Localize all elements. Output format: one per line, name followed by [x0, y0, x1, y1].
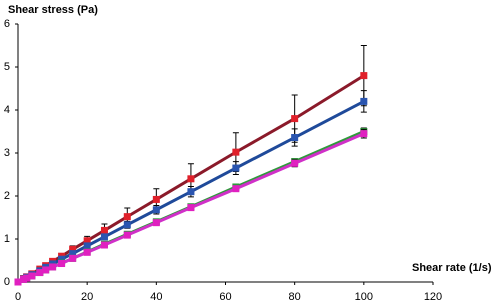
data-point — [28, 272, 36, 280]
y-tick-label: 0 — [4, 276, 10, 288]
data-point — [100, 226, 108, 234]
x-tick-label: 40 — [150, 291, 162, 303]
data-point — [69, 245, 77, 253]
data-point — [291, 115, 299, 123]
data-point — [187, 188, 195, 196]
data-point — [69, 250, 77, 258]
x-tick-label: 0 — [15, 291, 21, 303]
data-point — [152, 206, 160, 214]
data-point — [232, 148, 240, 156]
x-axis-label: Shear rate (1/s) — [412, 262, 492, 274]
data-point — [187, 175, 195, 183]
x-tick-label: 20 — [81, 291, 93, 303]
y-axis-label: Shear stress (Pa) — [8, 4, 98, 16]
y-tick-label: 5 — [4, 61, 10, 73]
data-point — [100, 233, 108, 241]
data-point — [58, 260, 66, 268]
data-point — [36, 269, 44, 277]
data-point — [360, 130, 368, 138]
data-point — [83, 242, 91, 250]
y-tick-label: 6 — [4, 18, 10, 30]
data-point — [83, 248, 91, 256]
data-point — [42, 266, 50, 274]
data-point — [291, 159, 299, 167]
x-tick-label: 80 — [289, 291, 301, 303]
data-point — [49, 263, 57, 271]
data-point — [100, 241, 108, 249]
data-point — [123, 231, 131, 239]
data-point — [14, 278, 22, 286]
y-tick-label: 4 — [4, 104, 10, 116]
data-point — [291, 134, 299, 142]
data-point — [152, 219, 160, 227]
data-point — [187, 204, 195, 212]
data-point — [69, 254, 77, 262]
data-point — [83, 237, 91, 245]
data-point — [58, 255, 66, 263]
data-point — [232, 185, 240, 193]
data-point — [23, 274, 31, 282]
data-point — [152, 195, 160, 203]
y-tick-label: 2 — [4, 190, 10, 202]
y-tick-label: 1 — [4, 233, 10, 245]
y-tick-label: 3 — [4, 147, 10, 159]
x-tick-label: 100 — [355, 291, 373, 303]
data-point — [360, 97, 368, 105]
data-point — [360, 72, 368, 80]
data-point — [123, 221, 131, 229]
data-point — [232, 164, 240, 172]
x-tick-label: 120 — [424, 291, 442, 303]
data-point — [123, 213, 131, 221]
x-tick-label: 60 — [219, 291, 231, 303]
